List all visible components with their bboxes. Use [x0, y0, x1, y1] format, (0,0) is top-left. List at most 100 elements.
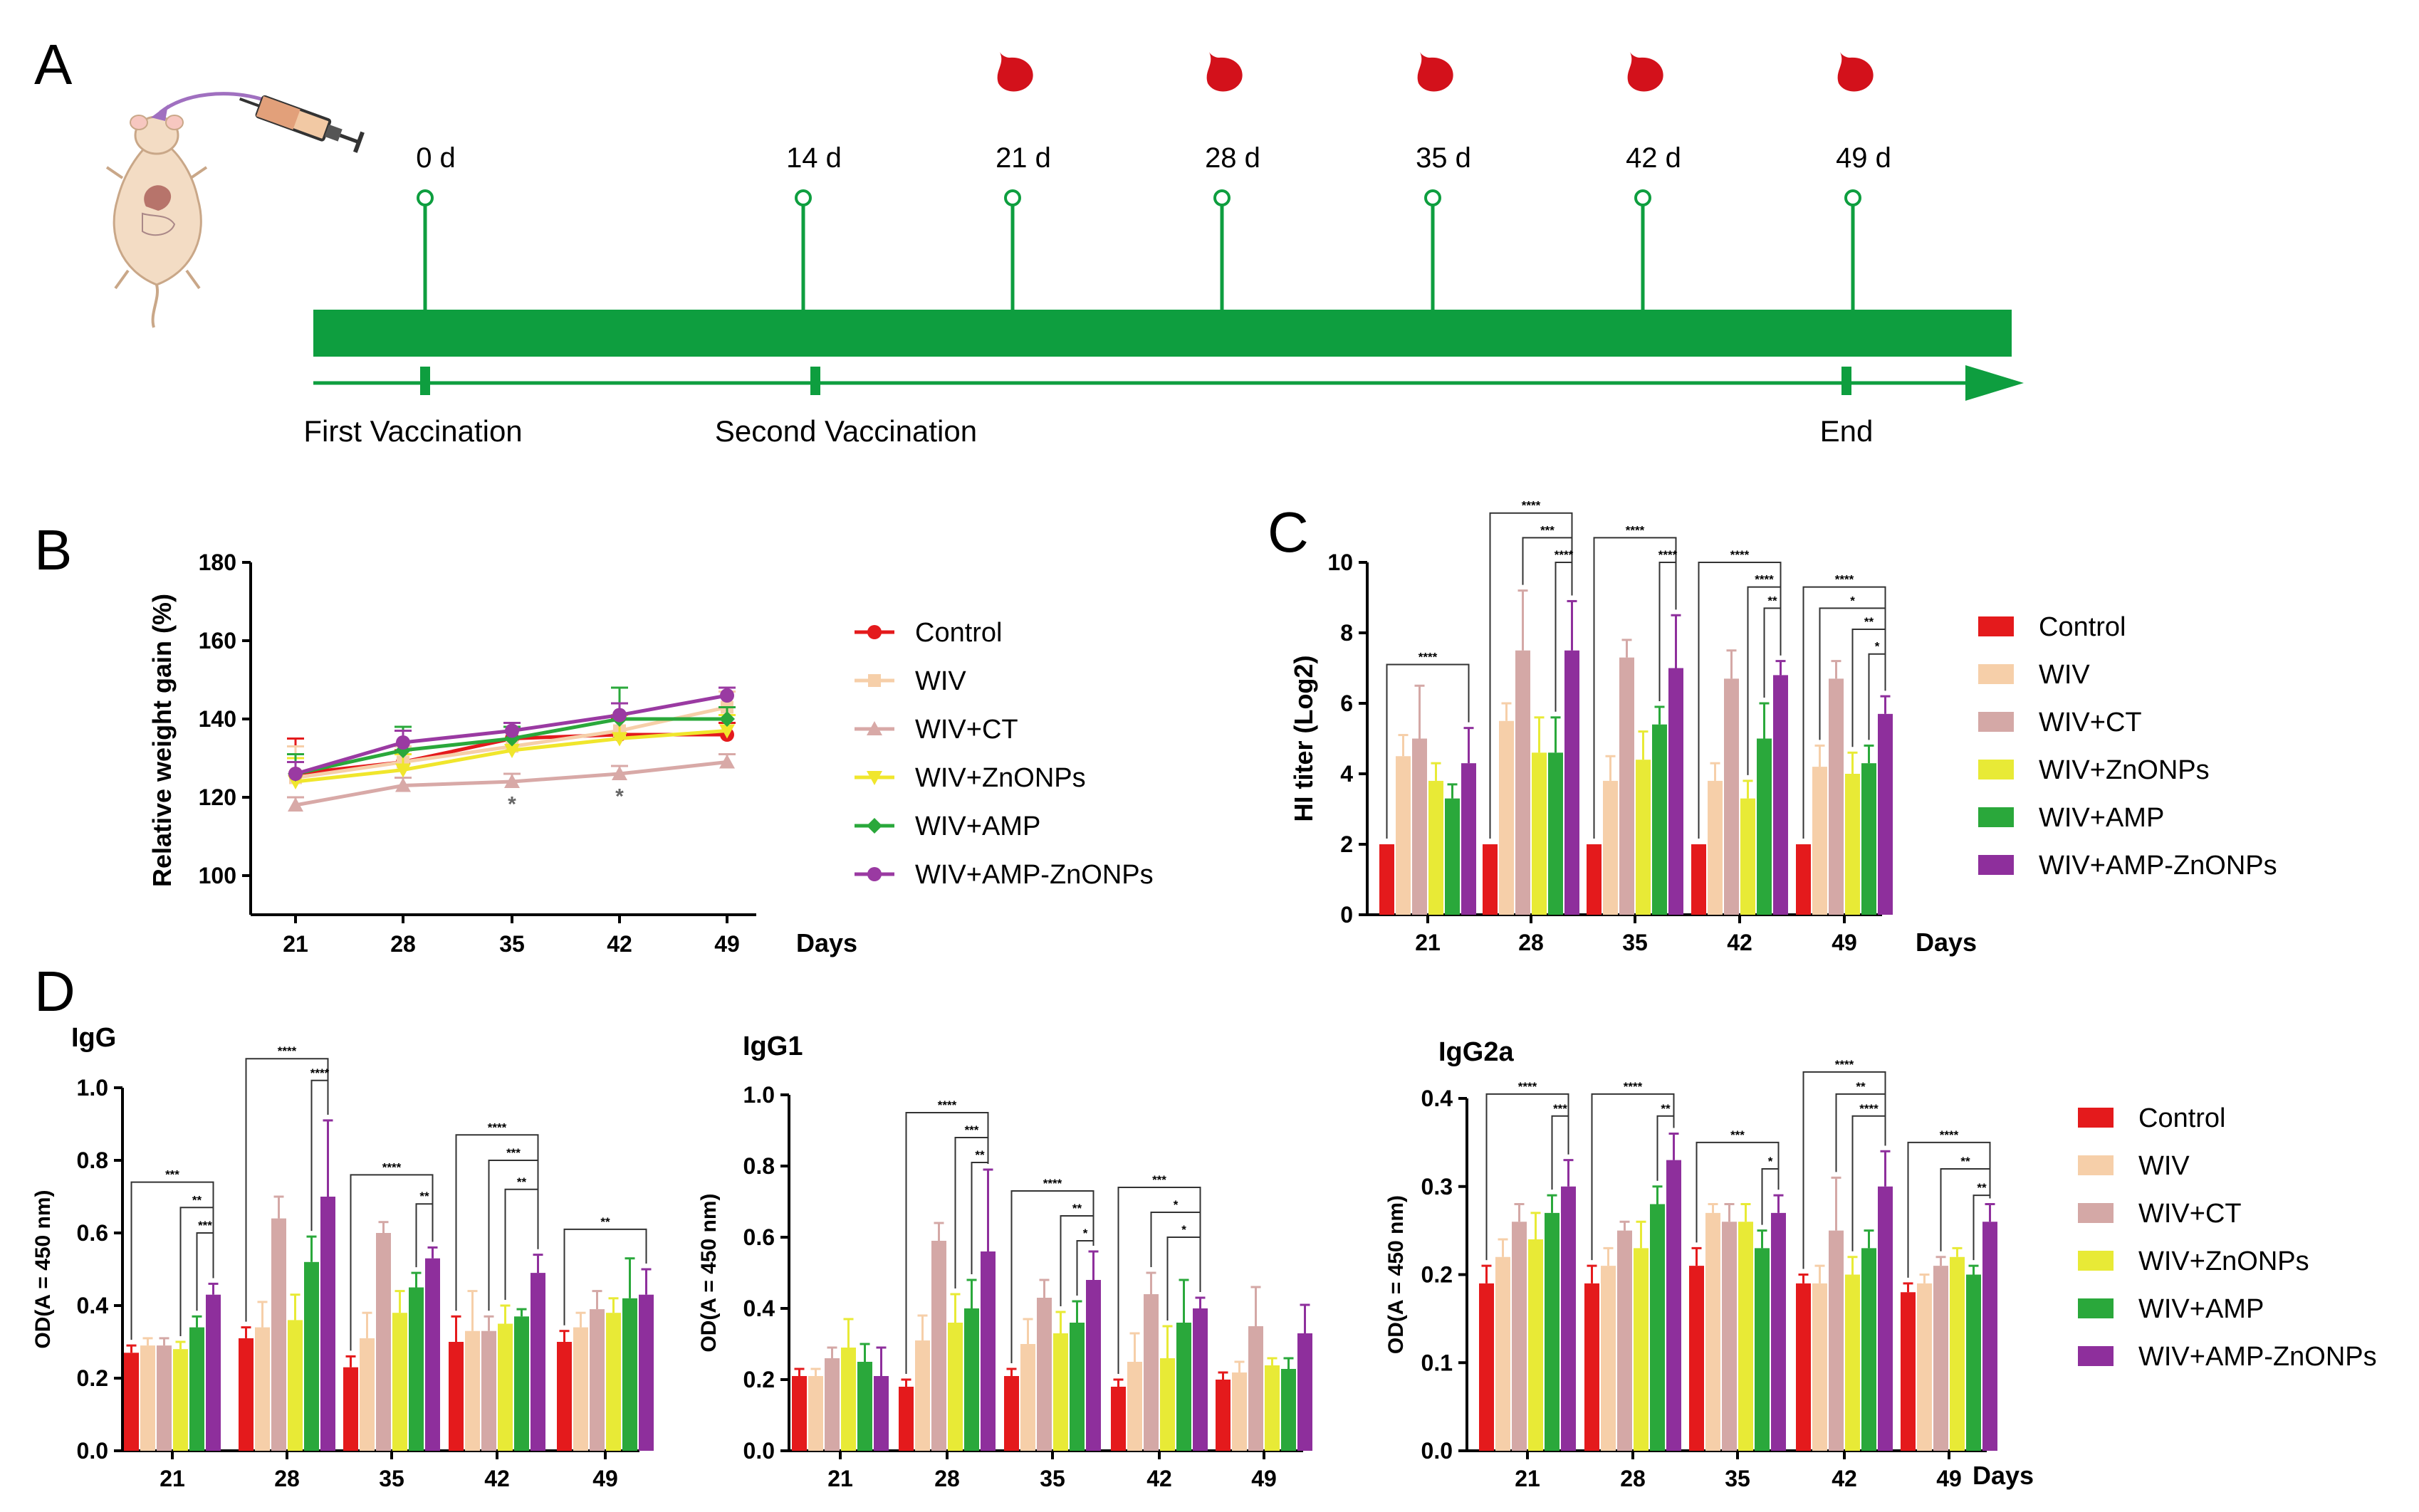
legend-swatch — [2078, 1155, 2114, 1175]
bar — [1297, 1333, 1312, 1451]
legend-label: WIV+CT — [2039, 708, 2142, 737]
x-tick-label: 49 — [1832, 930, 1857, 955]
timeline-node — [1634, 189, 1651, 206]
legend-swatch — [1978, 616, 2014, 636]
timeline-day-label: 14 d — [786, 142, 842, 174]
bar — [1232, 1372, 1247, 1451]
bar — [1861, 763, 1876, 915]
bar — [124, 1353, 139, 1451]
data-point — [612, 732, 627, 747]
significance-stars: * — [1181, 1223, 1186, 1237]
significance-stars: *** — [1540, 523, 1555, 537]
x-tick-label: 21 — [827, 1466, 853, 1491]
bar — [1901, 1292, 1916, 1451]
timeline-node — [1844, 189, 1861, 206]
y-tick-label: 0.8 — [743, 1153, 775, 1179]
timeline-event-tick — [810, 367, 820, 395]
significance-stars: * — [1768, 1155, 1773, 1168]
event-end: End — [1820, 414, 1874, 448]
bar — [1532, 752, 1547, 915]
blood-drop-icon — [1417, 52, 1453, 92]
bar — [841, 1348, 856, 1451]
significance-bracket — [1591, 1093, 1675, 1261]
timeline-bar — [313, 310, 2012, 357]
bar — [1812, 1283, 1827, 1451]
chart-title: IgG2a — [1438, 1037, 1514, 1067]
significance-annotation: * — [508, 793, 516, 817]
bar — [1650, 1204, 1665, 1451]
significance-bracket — [954, 1137, 989, 1288]
significance-stars: *** — [1730, 1128, 1745, 1142]
x-tick-label: 28 — [1518, 930, 1544, 955]
bar — [1070, 1323, 1085, 1451]
data-point — [719, 724, 735, 739]
bar — [1584, 1283, 1599, 1451]
bar — [1634, 1248, 1649, 1451]
x-tick-label: 49 — [592, 1466, 618, 1491]
x-tick-label: 49 — [1251, 1466, 1277, 1491]
y-tick-label: 0.1 — [1421, 1350, 1453, 1375]
bar — [1512, 1222, 1527, 1451]
timeline-arrowhead — [1965, 365, 2024, 401]
bar — [449, 1342, 464, 1451]
bar — [1652, 724, 1667, 915]
bar — [1053, 1333, 1068, 1451]
bar — [288, 1320, 303, 1451]
significance-stars: *** — [506, 1146, 521, 1160]
x-tick-label: 21 — [1515, 1466, 1540, 1491]
y-tick-label: 0.2 — [1421, 1262, 1453, 1288]
y-axis-title: OD(A = 450 nm) — [697, 1193, 721, 1352]
significance-stars: * — [1875, 640, 1880, 653]
legend-label: Control — [915, 618, 1003, 648]
x-tick-label: 42 — [1727, 930, 1752, 955]
bar — [1564, 650, 1579, 915]
bar — [1966, 1274, 1981, 1451]
significance-stars: ** — [192, 1193, 202, 1207]
bar — [1144, 1294, 1159, 1451]
bar — [1878, 713, 1893, 915]
timeline-event-tick — [1841, 367, 1851, 395]
y-tick-label: 6 — [1340, 691, 1353, 716]
bar — [1193, 1308, 1208, 1451]
y-tick-label: 0.4 — [77, 1293, 109, 1318]
significance-stars: **** — [1624, 1080, 1643, 1093]
legend-label: WIV+AMP-ZnONPs — [915, 860, 1154, 890]
legend-label: WIV+AMP-ZnONPs — [2138, 1342, 2377, 1372]
significance-stars: **** — [1419, 651, 1438, 664]
significance-stars: * — [1850, 594, 1855, 607]
bar — [1708, 780, 1723, 915]
panel-label-a: A — [34, 33, 73, 96]
bar — [1111, 1387, 1126, 1451]
data-point — [395, 763, 411, 778]
bar — [1601, 1266, 1616, 1451]
data-point — [720, 688, 734, 703]
bar — [239, 1338, 254, 1451]
x-axis-title: Days — [796, 928, 857, 957]
bar — [1689, 1266, 1704, 1451]
chart-title: IgG1 — [743, 1031, 803, 1061]
data-point — [719, 711, 735, 727]
y-tick-label: 0.0 — [77, 1438, 108, 1464]
bar — [1796, 844, 1811, 915]
chart-title: IgG — [71, 1023, 116, 1053]
bar — [1619, 657, 1634, 915]
mouse-illustration — [105, 115, 208, 328]
bar — [964, 1308, 979, 1451]
bar — [1479, 1283, 1494, 1451]
bar — [1617, 1230, 1632, 1451]
significance-bracket — [1386, 663, 1470, 839]
legend-swatch — [2078, 1251, 2114, 1271]
legend-label: WIV+AMP — [2039, 803, 2164, 833]
significance-bracket — [196, 1232, 214, 1311]
data-point — [396, 735, 410, 750]
bar — [1587, 844, 1602, 915]
significance-bracket — [1555, 562, 1573, 712]
injection-arrow — [159, 92, 264, 114]
timeline-node — [1004, 189, 1021, 206]
bar — [1086, 1280, 1101, 1451]
bar — [1666, 1160, 1681, 1451]
x-tick-label: 28 — [274, 1466, 300, 1491]
bar — [1722, 1222, 1737, 1451]
significance-bracket — [1763, 607, 1782, 698]
significance-bracket — [1551, 1115, 1569, 1190]
